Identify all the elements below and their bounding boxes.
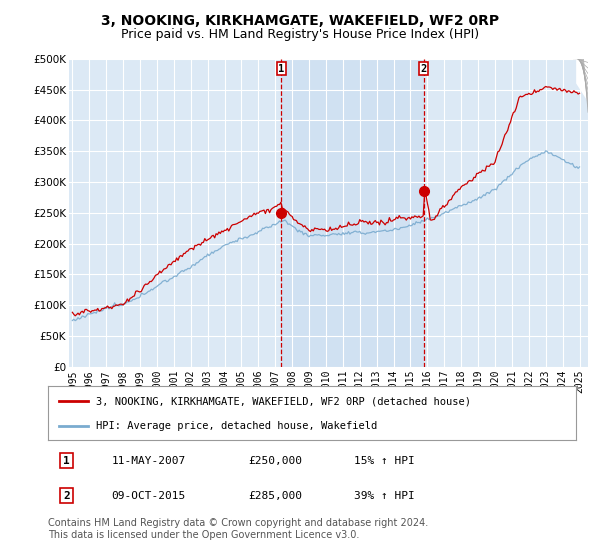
Text: 2: 2 <box>63 491 70 501</box>
Text: HPI: Average price, detached house, Wakefield: HPI: Average price, detached house, Wake… <box>95 421 377 431</box>
Bar <box>281 59 424 367</box>
Text: Price paid vs. HM Land Registry's House Price Index (HPI): Price paid vs. HM Land Registry's House … <box>121 28 479 41</box>
Text: Contains HM Land Registry data © Crown copyright and database right 2024.
This d: Contains HM Land Registry data © Crown c… <box>48 518 428 540</box>
Text: 1: 1 <box>63 456 70 465</box>
Text: 3, NOOKING, KIRKHAMGATE, WAKEFIELD, WF2 0RP: 3, NOOKING, KIRKHAMGATE, WAKEFIELD, WF2 … <box>101 14 499 28</box>
Polygon shape <box>576 59 588 102</box>
Text: 2: 2 <box>421 64 427 74</box>
Text: 3, NOOKING, KIRKHAMGATE, WAKEFIELD, WF2 0RP (detached house): 3, NOOKING, KIRKHAMGATE, WAKEFIELD, WF2 … <box>95 396 470 407</box>
Text: 15% ↑ HPI: 15% ↑ HPI <box>354 456 415 465</box>
Text: 1: 1 <box>278 64 284 74</box>
Text: £285,000: £285,000 <box>248 491 302 501</box>
Text: 09-OCT-2015: 09-OCT-2015 <box>112 491 185 501</box>
Text: £250,000: £250,000 <box>248 456 302 465</box>
Text: 39% ↑ HPI: 39% ↑ HPI <box>354 491 415 501</box>
Text: 11-MAY-2007: 11-MAY-2007 <box>112 456 185 465</box>
